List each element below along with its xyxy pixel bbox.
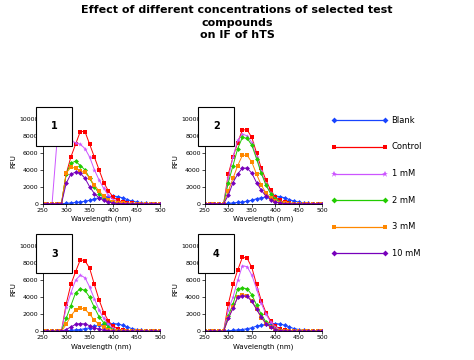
Text: 1 mM: 1 mM bbox=[392, 169, 415, 178]
Text: 1: 1 bbox=[51, 121, 58, 131]
X-axis label: Wavelength (nm): Wavelength (nm) bbox=[71, 343, 132, 350]
X-axis label: Wavelength (nm): Wavelength (nm) bbox=[233, 216, 294, 222]
Y-axis label: RFU: RFU bbox=[173, 154, 179, 168]
X-axis label: Wavelength (nm): Wavelength (nm) bbox=[233, 343, 294, 350]
Text: 2 mM: 2 mM bbox=[392, 195, 415, 204]
Text: Blank: Blank bbox=[392, 116, 415, 125]
Text: 10 mM: 10 mM bbox=[392, 249, 420, 258]
Text: 3: 3 bbox=[51, 249, 58, 259]
Text: 4: 4 bbox=[213, 249, 220, 259]
Text: 3 mM: 3 mM bbox=[392, 222, 415, 231]
X-axis label: Wavelength (nm): Wavelength (nm) bbox=[71, 216, 132, 222]
Text: Control: Control bbox=[392, 143, 422, 152]
Y-axis label: RFU: RFU bbox=[10, 282, 16, 296]
Text: 2: 2 bbox=[213, 121, 220, 131]
Y-axis label: RFU: RFU bbox=[10, 154, 16, 168]
Y-axis label: RFU: RFU bbox=[173, 282, 179, 296]
Text: Effect of different concentrations of selected test
compounds
on IF of hTS: Effect of different concentrations of se… bbox=[81, 5, 393, 40]
